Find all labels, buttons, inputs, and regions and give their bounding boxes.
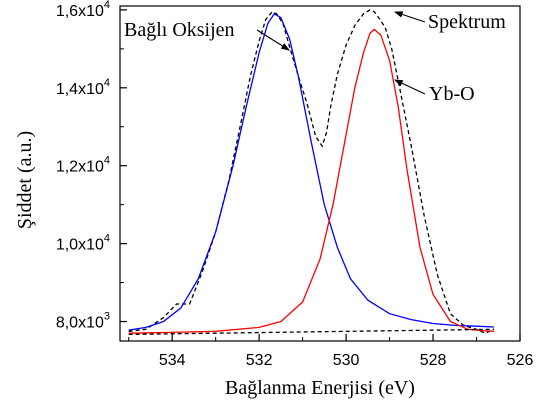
annotation-arrow — [257, 30, 289, 50]
x-tick-label: 528 — [420, 352, 447, 369]
y-tick-label: 1,6x104 — [56, 0, 110, 20]
series-line-yb-o — [129, 29, 494, 333]
annotation-yb-o: Yb-O — [429, 83, 475, 105]
series-group — [129, 10, 494, 335]
ticks-group: 534 532 530 528 526 8,0x103 1,0x104 1,2x104 1,4x… — [56, 0, 534, 369]
annotations-group: Bağlı Oksijen Spektrum Yb-O — [124, 11, 506, 105]
annotation-arrow — [395, 80, 425, 94]
y-tick-label: 1,2x104 — [56, 155, 110, 176]
x-tick-label: 526 — [507, 352, 534, 369]
series-line-ba-l-oksijen — [129, 14, 494, 330]
y-tick-label: 1,4x104 — [56, 77, 110, 98]
x-tick-label: 532 — [246, 352, 273, 369]
series-line-spektrum — [129, 10, 494, 333]
annotation-spektrum: Spektrum — [428, 11, 506, 33]
y-axis-title: Şiddet (a.u.) — [14, 131, 36, 229]
annotation-arrow — [395, 12, 425, 22]
annotation-ba-l-oksijen: Bağlı Oksijen — [124, 19, 235, 41]
y-tick-label: 1,0x104 — [56, 233, 110, 254]
x-axis-title: Bağlanma Enerjisi (eV) — [225, 377, 415, 399]
y-tick-label: 8,0x103 — [56, 311, 110, 332]
x-tick-label: 530 — [333, 352, 360, 369]
x-tick-label: 534 — [159, 352, 186, 369]
plot-frame — [120, 6, 520, 341]
